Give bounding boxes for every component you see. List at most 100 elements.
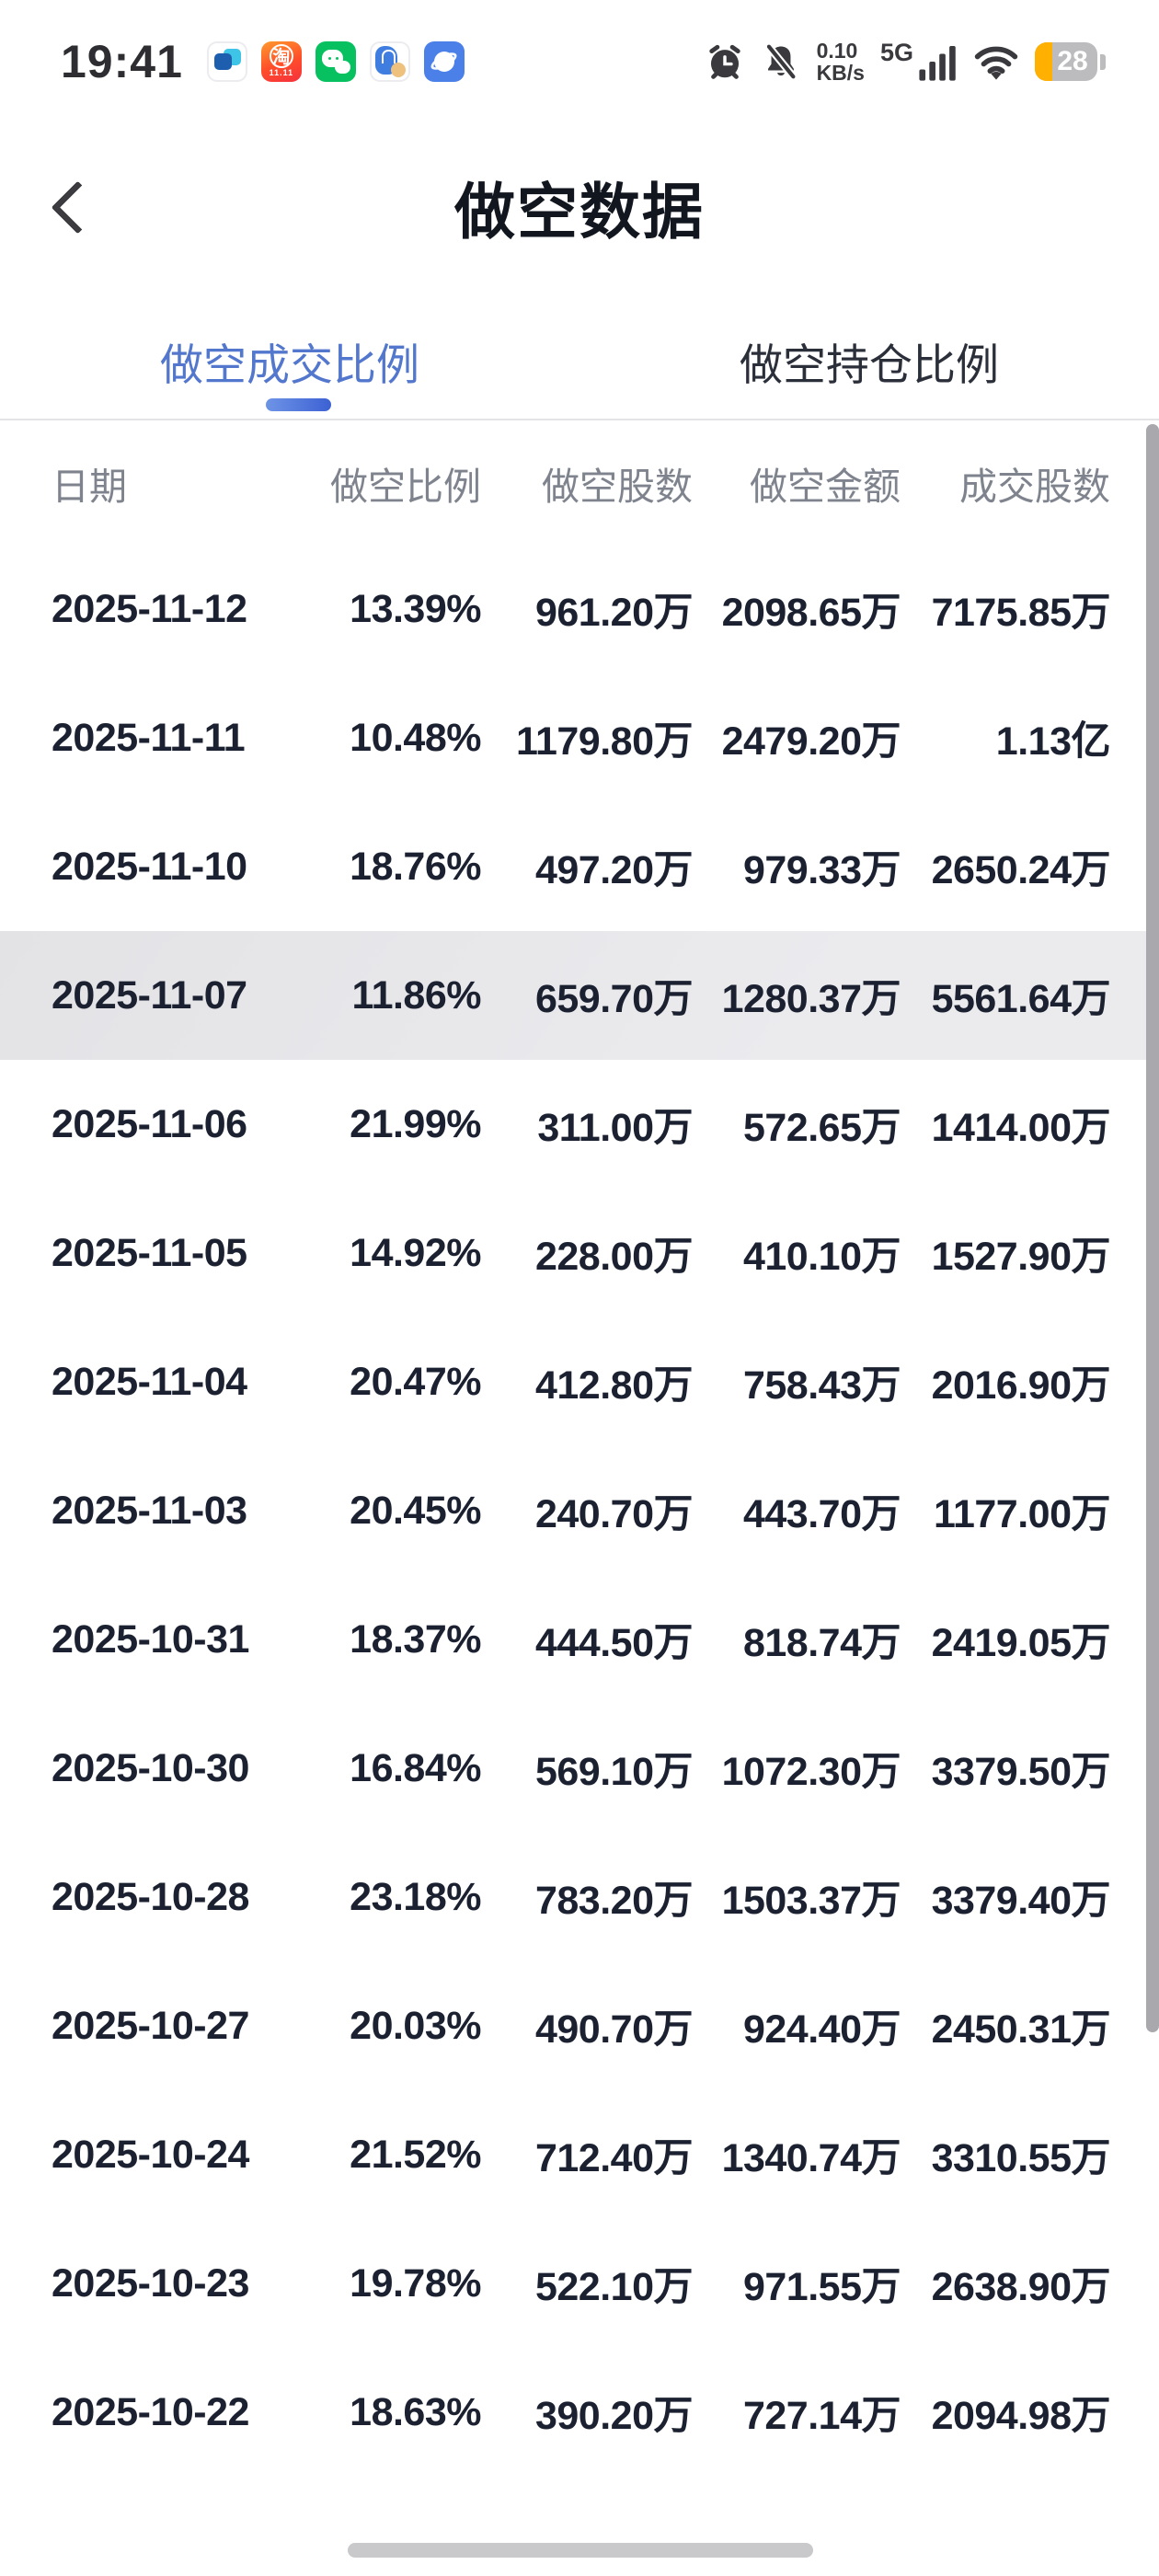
table-row[interactable]: 2025-11-11 10.48% 1179.80万 2479.20万 1.13亿 [0, 673, 1159, 802]
table-row[interactable]: 2025-11-12 13.39% 961.20万 2098.65万 7175.85万 [0, 545, 1159, 673]
value-cell: 1340.74万 [721, 2136, 901, 2180]
table-row[interactable]: 2025-10-30 16.84% 569.10万 1072.30万 3379.50万 [0, 1704, 1159, 1833]
table-row[interactable]: 2025-11-07 11.86% 659.70万 1280.37万 5561.64万 [0, 931, 1159, 1060]
mute-bell-icon [764, 43, 797, 80]
network-type-label: 5G [879, 39, 913, 66]
speed-value: 0.10 [816, 39, 858, 63]
active-tab-underline [266, 398, 331, 411]
value-cell: 2094.98万 [931, 2394, 1111, 2438]
table-row[interactable]: 2025-11-06 21.99% 311.00万 572.65万 1414.00万 [0, 1060, 1159, 1189]
tab-short-volume-ratio[interactable]: 做空成交比例 [160, 340, 419, 389]
vertical-scrollbar[interactable] [1146, 424, 1159, 2032]
table-row[interactable]: 2025-10-31 18.37% 444.50万 818.74万 2419.05万 [0, 1575, 1159, 1704]
table-row[interactable]: 2025-11-05 14.92% 228.00万 410.10万 1527.90万 [0, 1189, 1159, 1317]
table-row[interactable]: 2025-10-27 20.03% 490.70万 924.40万 2450.31万 [0, 1961, 1159, 2090]
value-cell: 20.03% [350, 2003, 481, 2048]
date-cell: 2025-11-10 [52, 844, 247, 889]
date-cell: 2025-11-03 [52, 1488, 247, 1533]
value-cell: 10.48% [350, 715, 481, 760]
browser-app-icon [423, 41, 465, 82]
table-row[interactable]: 2025-11-04 20.47% 412.80万 758.43万 2016.90万 [0, 1317, 1159, 1446]
wechat-app-icon [315, 41, 356, 82]
alarm-clock-icon [708, 44, 740, 79]
value-cell: 497.20万 [534, 848, 694, 892]
date-cell: 2025-10-23 [52, 2260, 249, 2306]
value-cell: 240.70万 [534, 1492, 694, 1536]
date-cell: 2025-11-11 [52, 715, 246, 760]
network-speed: 0.10 KB/s [817, 40, 865, 84]
date-cell: 2025-11-04 [52, 1359, 247, 1404]
bag-handle [381, 50, 396, 63]
battery-fill [1035, 42, 1052, 81]
value-cell: 3310.55万 [931, 2136, 1111, 2180]
date-cell: 2025-10-30 [52, 1745, 249, 1790]
header-short-ratio: 做空比例 [330, 465, 481, 508]
value-cell: 1179.80万 [515, 719, 694, 764]
value-cell: 18.76% [350, 844, 481, 889]
nav-bar: 做空数据 [0, 110, 1159, 304]
table-row[interactable]: 2025-10-22 18.63% 390.20万 727.14万 2094.98万 [0, 2348, 1159, 2477]
value-cell: 7175.85万 [931, 591, 1111, 635]
back-button[interactable] [48, 170, 112, 244]
date-cell: 2025-11-12 [52, 586, 247, 631]
value-cell: 13.39% [350, 586, 481, 631]
value-cell: 758.43万 [742, 1363, 901, 1408]
chat-bubble-blue [213, 53, 232, 70]
value-cell: 444.50万 [534, 1621, 694, 1665]
clock-time: 19:41 [61, 36, 183, 87]
value-cell: 410.10万 [742, 1235, 901, 1279]
date-cell: 2025-10-22 [52, 2389, 249, 2434]
horizontal-scroll-indicator[interactable] [348, 2543, 813, 2558]
value-cell: 490.70万 [534, 2007, 694, 2052]
value-cell: 572.65万 [742, 1106, 901, 1150]
value-cell: 961.20万 [534, 591, 694, 635]
messages-app-icon [206, 41, 247, 82]
taobao-1111-badge: 11.11 [269, 68, 294, 77]
cellular-signal: 5G [880, 40, 958, 83]
value-cell: 1527.90万 [931, 1235, 1111, 1279]
table-row[interactable]: 2025-10-24 21.52% 712.40万 1340.74万 3310.55万 [0, 2090, 1159, 2219]
value-cell: 924.40万 [742, 2007, 901, 2052]
notification-app-icons: 淘 11.11 [206, 41, 465, 82]
table-row[interactable]: 2025-10-28 23.18% 783.20万 1503.37万 3379.40万 [0, 1833, 1159, 1961]
date-cell: 2025-10-31 [52, 1616, 249, 1662]
value-cell: 1.13亿 [995, 719, 1111, 764]
table-row[interactable]: 2025-11-03 20.45% 240.70万 443.70万 1177.00万 [0, 1446, 1159, 1575]
table-row[interactable]: 2025-11-10 18.76% 497.20万 979.33万 2650.24万 [0, 802, 1159, 931]
speed-unit: KB/s [816, 61, 865, 85]
table-header-row: 日期 做空比例 做空股数 做空金额 成交股数 [0, 420, 1159, 545]
date-cell: 2025-10-28 [52, 1874, 249, 1919]
header-traded-shares: 成交股数 [959, 465, 1110, 508]
wifi-icon [974, 46, 1018, 80]
header-date: 日期 [52, 465, 127, 508]
value-cell: 522.10万 [534, 2265, 694, 2309]
value-cell: 21.99% [350, 1101, 481, 1146]
value-cell: 14.92% [350, 1230, 481, 1275]
value-cell: 2638.90万 [931, 2265, 1111, 2309]
table-row[interactable]: 2025-10-23 19.78% 522.10万 971.55万 2638.90万 [0, 2219, 1159, 2348]
value-cell: 659.70万 [534, 977, 694, 1021]
value-cell: 1072.30万 [721, 1750, 901, 1794]
value-cell: 18.37% [350, 1616, 481, 1662]
value-cell: 727.14万 [742, 2394, 901, 2438]
value-cell: 412.80万 [534, 1363, 694, 1408]
taobao-app-icon: 淘 11.11 [260, 41, 302, 82]
page-title: 做空数据 [454, 178, 705, 246]
header-short-amount: 做空金额 [750, 465, 901, 508]
value-cell: 712.40万 [534, 2136, 694, 2180]
value-cell: 2650.24万 [931, 848, 1111, 892]
value-cell: 2419.05万 [931, 1621, 1111, 1665]
value-cell: 20.45% [350, 1488, 481, 1533]
value-cell: 971.55万 [742, 2265, 901, 2309]
value-cell: 5561.64万 [931, 977, 1111, 1021]
value-cell: 979.33万 [742, 848, 901, 892]
tab-short-position-ratio[interactable]: 做空持仓比例 [740, 340, 999, 389]
value-cell: 569.10万 [534, 1750, 694, 1794]
value-cell: 2479.20万 [721, 719, 901, 764]
date-cell: 2025-11-06 [52, 1101, 247, 1146]
table-body: 2025-11-12 13.39% 961.20万 2098.65万 7175.85万 2… [0, 545, 1159, 2477]
value-cell: 2016.90万 [931, 1363, 1111, 1408]
divider [0, 419, 1159, 420]
value-cell: 443.70万 [742, 1492, 901, 1536]
value-cell: 2098.65万 [721, 591, 901, 635]
